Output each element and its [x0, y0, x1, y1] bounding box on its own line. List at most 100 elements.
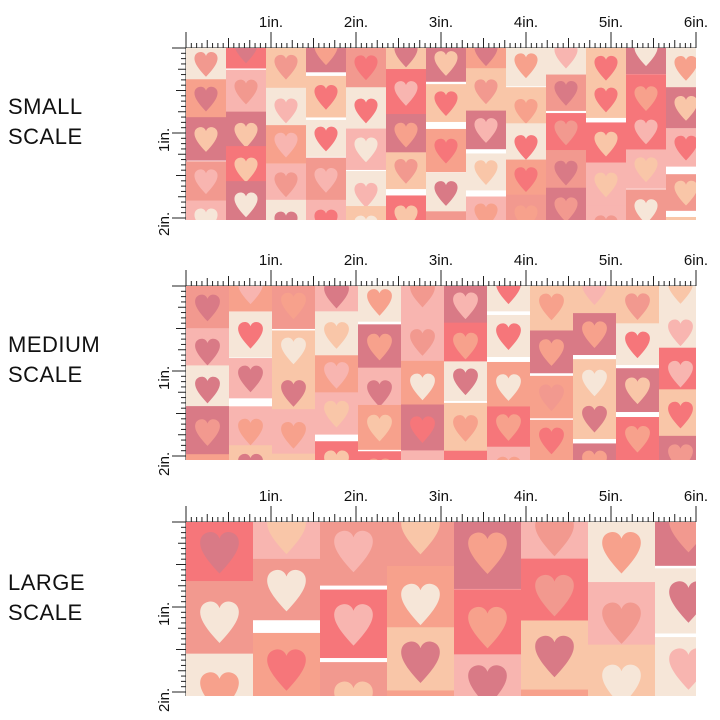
heart-shape: [401, 641, 440, 684]
heart-shape: [367, 414, 392, 442]
heart-shape: [354, 98, 378, 124]
heart-shape: [594, 131, 618, 157]
inch-label-3: 3in.: [428, 14, 454, 31]
heart-shape: [354, 55, 378, 81]
medium-scale-panel: 1in. 2in. 3in. 4in. 5in. 6in. 1in. 2in.: [150, 248, 710, 476]
heart-shape: [274, 54, 298, 80]
heart-shape: [401, 583, 440, 626]
heart-shape: [238, 418, 263, 446]
heart-shape: [539, 339, 564, 366]
top-ruler: 1in. 2in. 3in. 4in. 5in. 6in.: [186, 10, 708, 48]
heart-shape: [238, 453, 263, 460]
heart-shape: [314, 48, 338, 66]
heart-shape: [281, 337, 306, 365]
heart-shape: [453, 332, 478, 360]
heart-shape: [514, 99, 538, 124]
inch-label-1: 1in.: [258, 252, 284, 269]
heart-shape: [554, 197, 578, 220]
heart-pattern-svg: [186, 286, 696, 460]
heart-pattern-svg: [186, 522, 696, 696]
heart-shape: [668, 286, 693, 304]
heart-shape: [535, 635, 574, 678]
heart-shape: [324, 286, 349, 309]
heart-shape: [194, 86, 218, 112]
inch-label-6: 6in.: [683, 14, 709, 31]
heart-shape: [267, 522, 306, 555]
pattern-tile: [426, 211, 466, 220]
heart-shape: [539, 293, 564, 321]
heart-shape: [394, 48, 418, 68]
heart-shape: [582, 369, 607, 397]
heart-shape: [195, 376, 220, 404]
heart-shape: [602, 602, 641, 644]
heart-shape: [434, 91, 458, 117]
heart-shape: [195, 294, 220, 322]
heart-shape: [367, 289, 392, 316]
heart-shape: [554, 81, 578, 106]
large-scale-label: LARGE SCALE: [8, 570, 86, 625]
heart-shape: [234, 79, 258, 105]
pattern-tile: [444, 450, 487, 460]
inch-label-4: 4in.: [513, 14, 539, 31]
heart-shape: [514, 135, 538, 160]
heart-shape: [194, 127, 218, 152]
heart-shape: [324, 362, 349, 389]
heart-shape: [324, 322, 349, 349]
heart-shape: [496, 374, 521, 401]
heart-shape: [514, 167, 538, 193]
heart-shape: [267, 569, 306, 612]
heart-shape: [281, 292, 306, 320]
heart-shape: [334, 530, 373, 573]
heart-shape: [582, 286, 607, 305]
heart-shape: [594, 55, 618, 81]
heart-shape: [200, 672, 239, 696]
heart-shape: [497, 456, 520, 460]
pattern-tile: [272, 453, 315, 460]
heart-shape: [625, 377, 650, 405]
pattern-tile: [229, 445, 272, 460]
heart-shape: [634, 119, 658, 145]
pattern-tile: [586, 205, 626, 220]
heart-shape: [334, 681, 373, 696]
heart-shape: [314, 209, 338, 220]
inch-label-3: 3in.: [428, 488, 454, 505]
heart-shape: [669, 648, 696, 690]
small-scale-panel: 1in. 2in. 3in. 4in. 5in. 6in. 1in. 2in.: [150, 10, 710, 236]
heart-shape: [194, 208, 218, 220]
heart-shape: [582, 321, 607, 349]
heart-shape: [453, 415, 478, 442]
heart-shape: [281, 422, 306, 449]
heart-shape: [496, 414, 521, 441]
heart-shape: [434, 138, 458, 164]
heart-shape: [514, 205, 538, 220]
heart-shape: [274, 98, 298, 124]
heart-shape: [582, 450, 607, 460]
heart-shape: [634, 86, 658, 112]
medium-scale-label: MEDIUM SCALE: [8, 332, 101, 387]
heart-shape: [474, 160, 498, 185]
heart-shape: [602, 664, 641, 696]
heart-pattern: [186, 48, 696, 220]
pattern-tile: [521, 689, 588, 696]
heart-shape: [238, 286, 263, 305]
pattern-tile: [186, 454, 229, 460]
inch-label-5: 5in.: [598, 252, 624, 269]
heart-shape: [634, 48, 658, 67]
heart-shape: [314, 168, 338, 193]
heart-shape: [625, 293, 650, 320]
heart-shape: [410, 286, 435, 308]
heart-pattern-svg: [186, 48, 696, 220]
heart-shape: [594, 215, 618, 220]
heart-shape: [634, 157, 658, 183]
heart-shape: [324, 400, 349, 428]
heart-shape: [674, 135, 696, 161]
heart-shape: [234, 157, 258, 183]
heart-shape: [539, 427, 564, 455]
heart-shape: [367, 380, 392, 407]
heart-shape: [200, 601, 239, 643]
heart-shape: [474, 48, 498, 67]
heart-shape: [194, 169, 218, 195]
heart-shape: [354, 137, 378, 163]
heart-shape: [281, 380, 306, 407]
heart-shape: [235, 48, 257, 64]
